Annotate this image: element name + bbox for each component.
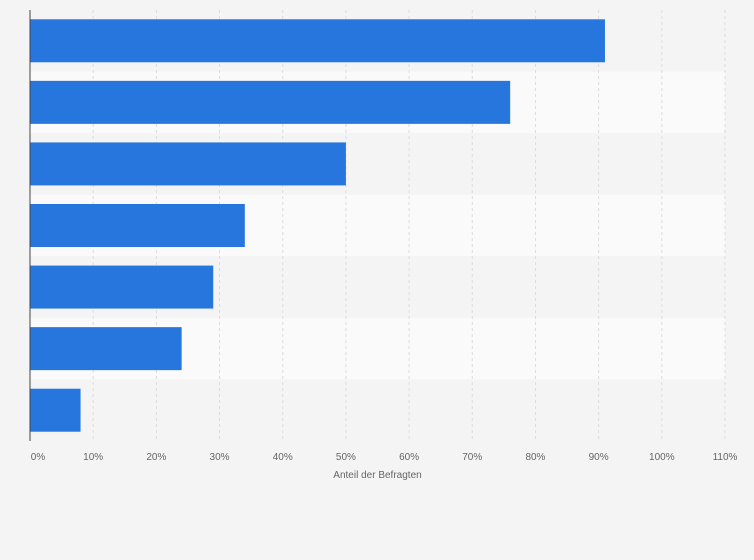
x-tick-label: 30% [210, 452, 230, 463]
bar[interactable] [30, 388, 81, 432]
bars [30, 19, 605, 432]
x-tick-label: 70% [462, 452, 482, 463]
row-band [30, 379, 725, 441]
x-tick-label: 40% [273, 452, 293, 463]
x-tick-label: 20% [146, 452, 166, 463]
bar[interactable] [30, 80, 511, 124]
x-tick-label: 110% [713, 452, 738, 463]
bar[interactable] [30, 327, 182, 371]
x-tick-label: 90% [589, 452, 609, 463]
x-tick-label: 50% [336, 452, 356, 463]
x-axis-label: Anteil der Befragten [333, 470, 421, 481]
x-tick-label: 0% [31, 452, 46, 463]
x-tick-label: 10% [83, 452, 103, 463]
bar[interactable] [30, 19, 605, 63]
bar[interactable] [30, 142, 346, 186]
bar[interactable] [30, 204, 245, 247]
x-tick-label: 80% [525, 452, 545, 463]
x-tick-label: 100% [649, 452, 675, 463]
x-tick-label: 60% [399, 452, 419, 463]
x-tick-labels: 0% 10% 20% 30% 40% 50% 60% 70% 80% 90% 100% 110% [31, 452, 738, 463]
bar[interactable] [30, 265, 214, 309]
